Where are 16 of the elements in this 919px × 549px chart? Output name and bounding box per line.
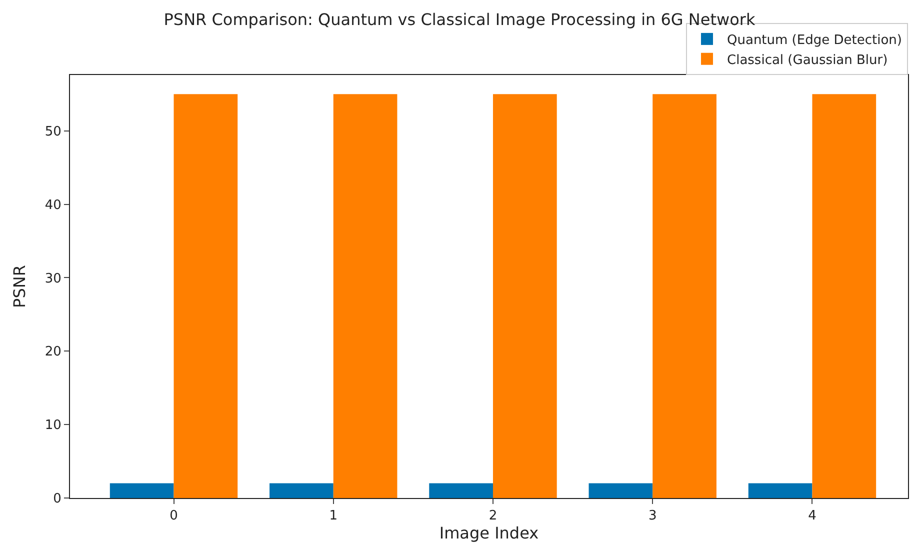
legend-label: Quantum (Edge Detection) [727, 33, 902, 48]
y-tick-label: 30 [44, 271, 62, 286]
x-axis-title: Image Index [439, 524, 539, 543]
x-tick-label: 4 [808, 508, 816, 524]
x-tick-label: 3 [648, 508, 657, 524]
y-tick-label: 50 [44, 124, 62, 140]
y-axis-title: PSNR [10, 265, 29, 308]
y-tick-label: 10 [44, 418, 62, 434]
x-tick-label: 1 [329, 508, 338, 524]
y-tick-label: 40 [44, 198, 62, 213]
chart-title: PSNR Comparison: Quantum vs Classical Image Processing in 6G Network [164, 10, 756, 29]
y-tick-label: 0 [53, 492, 62, 507]
legend-label: Classical (Gaussian Blur) [727, 52, 888, 68]
x-tick-label: 2 [488, 508, 498, 524]
y-tick-label: 20 [44, 344, 62, 360]
x-tick-label: 0 [170, 508, 178, 524]
